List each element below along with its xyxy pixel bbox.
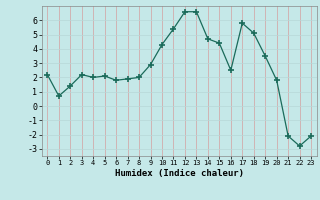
X-axis label: Humidex (Indice chaleur): Humidex (Indice chaleur) — [115, 169, 244, 178]
